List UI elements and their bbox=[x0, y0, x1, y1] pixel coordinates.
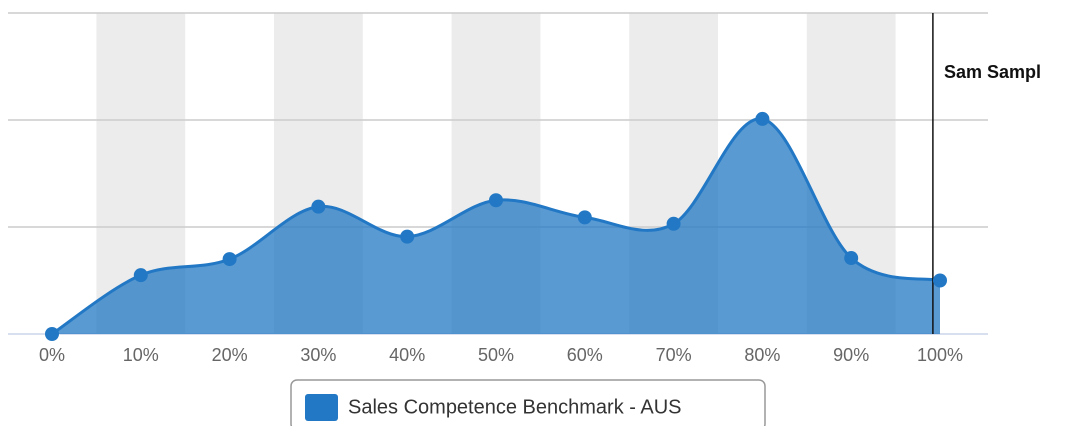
x-tick-label: 0% bbox=[39, 345, 65, 365]
legend-box bbox=[290, 379, 766, 426]
legend-label[interactable]: Sales Competence Benchmark - AUS bbox=[348, 396, 682, 418]
point bbox=[577, 210, 592, 225]
area bbox=[52, 118, 940, 334]
x-tick-label: 20% bbox=[212, 345, 248, 365]
x-tick-label: 60% bbox=[567, 345, 603, 365]
point bbox=[311, 199, 326, 214]
x-tick-label: 50% bbox=[478, 345, 514, 365]
point bbox=[400, 229, 415, 244]
point bbox=[666, 216, 681, 231]
x-tick-label: 70% bbox=[656, 345, 692, 365]
x-tick-label: 40% bbox=[389, 345, 425, 365]
point bbox=[933, 273, 947, 288]
x-tick-label: 100% bbox=[917, 345, 963, 365]
x-tick-label: 80% bbox=[744, 345, 780, 365]
point bbox=[489, 193, 503, 208]
point bbox=[844, 251, 859, 266]
x-tick-label: 30% bbox=[300, 345, 336, 365]
line bbox=[51, 117, 941, 336]
plot-line-label: Sam Sampl bbox=[944, 62, 1041, 82]
x-tick-label: 10% bbox=[123, 345, 159, 365]
legend-swatch bbox=[305, 394, 338, 421]
point bbox=[222, 252, 237, 267]
x-tick-label: 90% bbox=[833, 345, 869, 365]
point bbox=[45, 327, 59, 341]
point bbox=[133, 268, 148, 283]
point bbox=[755, 111, 770, 126]
